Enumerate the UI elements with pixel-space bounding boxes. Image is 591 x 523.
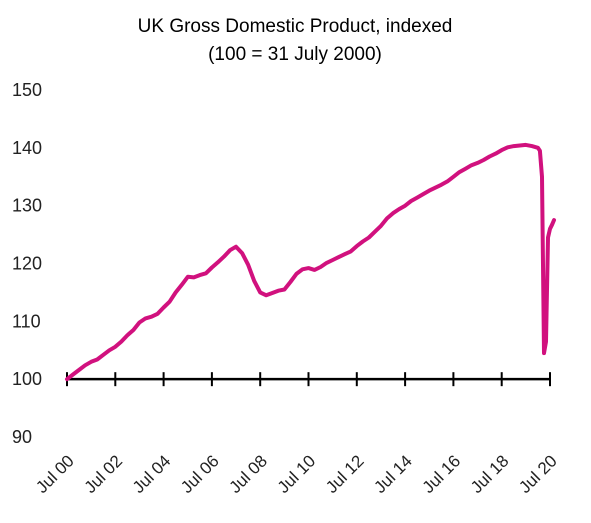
y-tick-label: 130 [12, 196, 42, 216]
x-tick-label: Jul 14 [370, 451, 416, 497]
y-tick-label: 120 [12, 254, 42, 274]
x-axis-ticks: Jul 00 Jul 02 Jul 04 Jul 06 Jul 08 Jul 10 Jul … [32, 372, 561, 497]
x-tick-label: Jul 16 [419, 451, 465, 497]
y-tick-label: 110 [12, 311, 41, 331]
chart-title: UK Gross Domestic Product, indexed [138, 16, 453, 37]
y-axis-ticks: 90 100 110 120 130 140 150 [12, 80, 42, 447]
y-tick-label: 100 [12, 369, 42, 389]
x-tick-label: Jul 04 [129, 451, 175, 497]
chart-subtitle: (100 = 31 July 2000) [208, 44, 382, 65]
y-tick-label: 150 [12, 80, 42, 100]
y-tick-label: 140 [12, 138, 42, 158]
x-tick-label: Jul 18 [467, 451, 513, 497]
x-tick-label: Jul 06 [177, 451, 223, 497]
x-tick-label: Jul 08 [226, 451, 272, 497]
x-tick-label: Jul 20 [515, 451, 561, 497]
x-tick-label: Jul 00 [32, 451, 78, 497]
gdp-series-line [65, 142, 556, 382]
x-tick-label: Jul 02 [81, 451, 127, 497]
x-tick-label: Jul 10 [274, 451, 320, 497]
y-tick-label: 90 [12, 427, 32, 447]
series-layer [65, 142, 556, 382]
x-tick-label: Jul 12 [322, 451, 368, 497]
